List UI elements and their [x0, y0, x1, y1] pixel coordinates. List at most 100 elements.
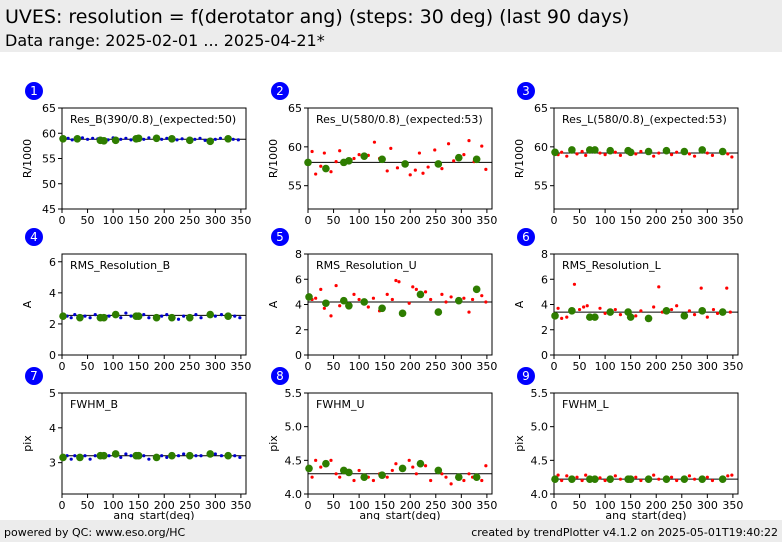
panel-2-mean-point	[378, 155, 386, 164]
panel-3-mean-point	[626, 148, 635, 157]
panel-8-small-point	[444, 475, 448, 479]
panel-6-small-point	[711, 307, 716, 312]
panel-6-small-point	[572, 282, 577, 286]
panel-5-y-axis-label: A	[267, 300, 280, 308]
panel-2-x-tick-label: 0	[305, 214, 312, 227]
panel-8-badge	[271, 367, 289, 385]
panel-6-small-point	[669, 307, 674, 312]
panel-6-x-tick-label: 350	[722, 360, 743, 373]
panel-6-mean-point	[662, 307, 671, 315]
panel-6-y-tick-label: 0	[541, 349, 548, 362]
panel-4-small-point	[142, 313, 146, 317]
panel-2-x-tick-label: 150	[374, 214, 395, 227]
panel-9-mean-point	[698, 475, 707, 483]
panel-5-x-tick-label: 200	[400, 360, 421, 373]
panel-8-small-point	[394, 462, 398, 466]
panel-9-y-tick-label: 5.0	[531, 421, 549, 434]
panel-1-mean-point	[206, 137, 215, 146]
panel-4-small-point	[165, 313, 169, 317]
panel-2-small-point	[372, 140, 377, 144]
panel-5-mean-point	[434, 308, 443, 316]
panel-4-small-point	[147, 316, 151, 320]
panel-5-x-tick-label: 250	[425, 360, 446, 373]
panel-8-mean-point	[454, 473, 463, 481]
panel-6-mean-point	[680, 312, 689, 320]
panel-5-badge	[271, 228, 289, 246]
panel-5-small-point	[440, 292, 444, 296]
panel-3-small-point	[652, 154, 656, 158]
panel-7-y-axis-label: pix	[21, 435, 34, 452]
panel-5-small-point	[429, 297, 433, 302]
panel-8-small-point	[310, 475, 314, 479]
panel-7-mean-point	[224, 451, 232, 460]
panel-9-small-point	[618, 477, 623, 481]
panel-7-mean-point	[111, 450, 120, 458]
panel-8-small-point	[423, 464, 428, 468]
panel-2-small-point	[484, 167, 488, 171]
panel-2-small-point	[417, 151, 422, 155]
panel-9-mean-point	[568, 475, 576, 483]
panel-4-x-tick-label: 250	[179, 360, 200, 373]
panel-6-y-tick-label: 2	[541, 324, 548, 337]
panel-5-y-tick-label: 0	[295, 349, 302, 362]
panel-8-small-point	[467, 472, 471, 476]
panel-6-small-point	[585, 304, 589, 308]
panel-2-small-point	[426, 165, 430, 169]
panel-2-x-tick-label: 250	[425, 214, 446, 227]
panel-8-label: FWHM_U	[316, 398, 365, 411]
panel-4-small-point	[93, 313, 97, 317]
panel-3-small-point	[618, 153, 623, 157]
panel-3-label: Res_L(580/0.8)_(expected:53)	[562, 113, 727, 126]
panel-1-x-tick-label: 50	[81, 214, 95, 227]
panel-3-mean-point	[591, 146, 599, 154]
panel-7-mean-point	[206, 450, 215, 458]
panel-8-small-point	[314, 458, 318, 462]
panel-4-small-point	[176, 317, 181, 321]
panel-1-small-point	[70, 138, 74, 142]
panel-5-mean-point	[339, 296, 348, 305]
panel-3-y-tick-label: 60	[534, 141, 548, 154]
panel-4-small-point	[199, 316, 203, 320]
panel-1-small-point	[198, 136, 202, 140]
panel-6-small-point	[725, 286, 729, 290]
panel-2-x-tick-label: 100	[349, 214, 370, 227]
panel-6-y-tick-label: 8	[541, 248, 548, 261]
panel-3-mean-point	[680, 147, 689, 156]
panel-7-x-axis-label: ang_start(deg)	[113, 509, 194, 522]
panel-5-small-point	[423, 290, 428, 294]
panel-2-badge	[271, 82, 289, 100]
panel-9-small-point	[598, 476, 602, 480]
panel-1-small-point	[193, 137, 197, 141]
panel-1-small-point	[160, 137, 164, 141]
panel-3-mean-point	[606, 146, 615, 155]
panel-8-small-point	[480, 478, 484, 483]
panel-9-mean-point	[680, 475, 689, 483]
panel-7-small-point	[88, 457, 92, 461]
panel-4-small-point	[238, 316, 242, 320]
panel-1-y-tick-label: 55	[42, 153, 56, 166]
panel-1-y-tick-label: 60	[42, 127, 56, 140]
panel-3-y-tick-label: 55	[534, 180, 548, 193]
panel-1-small-point	[142, 137, 146, 141]
panel-7-small-point	[160, 454, 164, 458]
panel-8-mean-point	[434, 466, 443, 475]
panel-2-small-point	[319, 164, 323, 168]
panel-6-small-point	[652, 305, 656, 309]
panel-4-mean-point	[111, 310, 120, 319]
panel-7-x-tick-label: 50	[81, 499, 95, 512]
panel-1-mean-point	[59, 135, 67, 143]
panel-1-small-point	[124, 136, 128, 140]
panel-7-badge-number: 7	[30, 369, 38, 383]
panel-4-x-tick-label: 0	[59, 360, 66, 373]
panel-6-small-point	[657, 285, 661, 289]
panel-6-mean-point	[551, 312, 559, 320]
panel-5-small-point	[385, 292, 389, 296]
panel-7-mean-point	[100, 451, 108, 460]
panel-4-x-tick-label: 150	[128, 360, 149, 373]
panel-4-badge-number: 4	[30, 230, 38, 244]
panel-4-x-tick-label: 300	[205, 360, 226, 373]
panel-2-mean-point	[322, 164, 330, 173]
panel-7-y-tick-label: 5	[49, 387, 56, 400]
panel-9-mean-point	[662, 475, 671, 483]
panel-4-mean-point	[134, 312, 143, 320]
